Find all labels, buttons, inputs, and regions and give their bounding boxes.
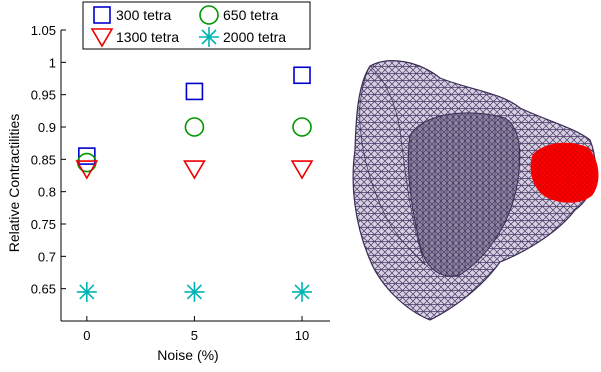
x-tick-label: 5 [191,328,198,343]
data-point [292,281,313,302]
data-point [293,66,311,85]
data-point [290,160,314,180]
data-point [183,160,206,180]
legend-label: 300 tetra [116,7,171,23]
legend-label: 650 tetra [223,7,278,23]
data-point [292,117,312,137]
heart-red-region [530,142,599,203]
heart-left-wall [359,65,426,266]
y-tick-label: 0.65 [31,282,56,297]
x-axis-ticks: 0 5 10 [83,316,309,343]
y-tick-label: 1 [49,55,56,70]
data-point [75,160,99,180]
data-point [185,82,204,101]
legend-box [82,1,311,50]
y-tick-label: 0.85 [31,152,56,167]
heart-mesh-image [352,60,599,321]
legend-marker [90,28,114,48]
data-point [78,147,96,165]
x-tick-label: 10 [295,328,309,343]
legend-marker [199,27,219,47]
legend-label: 1300 tetra [116,29,179,45]
legend: 300 tetra 650 tetra 1300 tetra 2000 tetra [82,1,311,50]
x-tick-label: 0 [83,328,90,343]
y-tick-label: 1.05 [31,23,56,38]
y-tick-label: 0.9 [38,120,56,135]
scatter-chart: 0.65 0.7 0.75 0.8 0.85 0.9 0.95 1 1.05 0 5 10 Nois… [6,1,330,363]
y-tick-label: 0.75 [31,217,56,232]
y-tick-label: 0.8 [38,185,56,200]
y-axis-ticks: 0.65 0.7 0.75 0.8 0.85 0.9 0.95 1 1.05 [31,23,66,297]
legend-label: 2000 tetra [223,29,286,45]
heart-inner-cavity [407,112,521,277]
y-tick-label: 0.7 [38,249,56,264]
x-axis-label: Noise (%) [157,347,218,363]
legend-marker [199,5,219,25]
y-axis-label: Relative Contractilities [6,114,22,253]
legend-marker [93,6,111,24]
data-point [184,117,205,137]
data-point [76,281,97,302]
data-point [184,281,205,302]
y-tick-label: 0.95 [31,88,56,103]
data-marks [75,66,314,302]
